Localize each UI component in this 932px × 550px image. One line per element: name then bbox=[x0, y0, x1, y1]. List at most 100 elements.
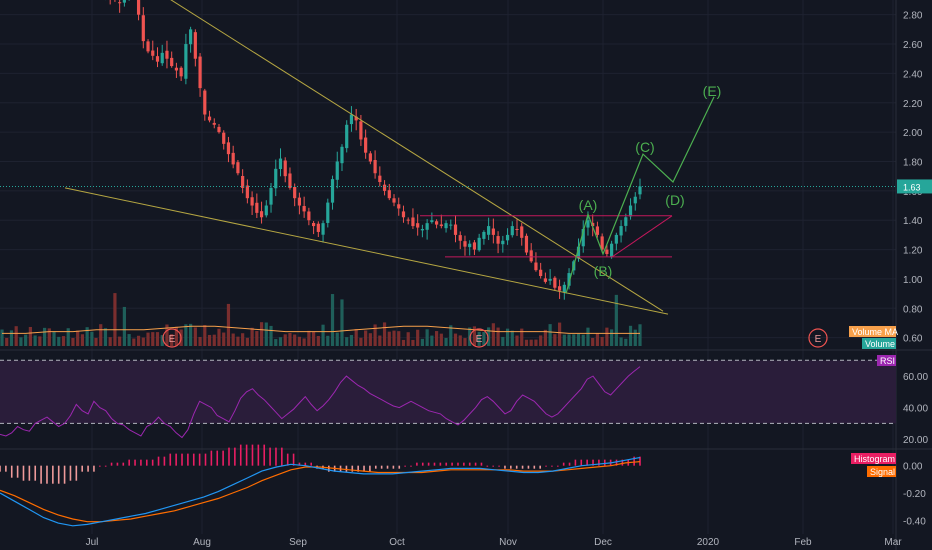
volume-bar-pre bbox=[80, 334, 85, 346]
volume-bar-83 bbox=[487, 327, 491, 346]
candle-body-41 bbox=[288, 173, 292, 188]
histogram-bar-14 bbox=[81, 465, 84, 472]
candle-body-73 bbox=[439, 224, 443, 227]
histogram-bar-38 bbox=[222, 450, 224, 466]
candle-body-21 bbox=[193, 32, 197, 59]
candle-body-110 bbox=[614, 234, 618, 244]
candle-body-36 bbox=[264, 205, 268, 216]
volume-bar-pre bbox=[47, 328, 51, 346]
volume-bar-pre bbox=[33, 335, 37, 346]
candle-body-100 bbox=[567, 273, 571, 286]
candle-body-44 bbox=[302, 206, 306, 212]
candle-body-38 bbox=[274, 168, 278, 189]
candle-body-56 bbox=[359, 121, 363, 140]
candle-body-89 bbox=[515, 228, 519, 230]
candle-body-34 bbox=[255, 202, 259, 213]
volume-bar-81 bbox=[477, 331, 481, 346]
volume-bar-105 bbox=[591, 337, 595, 346]
volume-bar-115 bbox=[638, 324, 642, 346]
histogram-bar-60 bbox=[351, 465, 354, 472]
volume-bar-24 bbox=[207, 334, 212, 346]
volume-bar-4 bbox=[113, 293, 117, 346]
rsi-badge bbox=[877, 355, 896, 366]
candle-body-16 bbox=[170, 57, 174, 67]
candle-body-13 bbox=[155, 56, 160, 62]
volume-bar-82 bbox=[482, 332, 486, 346]
candle-body-97 bbox=[553, 277, 557, 288]
volume-bar-75 bbox=[449, 325, 453, 346]
histogram-bar-94 bbox=[551, 465, 553, 467]
candle-body-30 bbox=[236, 162, 240, 174]
last-price-badge bbox=[897, 179, 932, 194]
volume-bar-114 bbox=[633, 329, 637, 346]
candle-body-33 bbox=[250, 197, 254, 206]
volume-bar-111 bbox=[619, 337, 623, 346]
histogram-bar-19 bbox=[110, 462, 113, 466]
volume-bar-37 bbox=[269, 325, 273, 346]
volume-bar-59 bbox=[373, 324, 377, 346]
candle-body-62 bbox=[387, 190, 391, 199]
histogram-bar-10 bbox=[57, 465, 60, 484]
histogram-bar-7 bbox=[40, 465, 42, 484]
volume-bar-29 bbox=[231, 333, 235, 346]
histogram-bar-13 bbox=[75, 465, 78, 481]
histogram-bar-70 bbox=[410, 465, 412, 467]
histogram-bar-9 bbox=[52, 465, 54, 484]
candle-body-5 bbox=[118, 2, 122, 4]
histogram-bar-27 bbox=[157, 456, 160, 466]
histogram-bar-1 bbox=[5, 465, 7, 472]
volume-bar-104 bbox=[586, 327, 590, 346]
volume-bar-91 bbox=[524, 339, 529, 346]
volume-bar-pre bbox=[76, 330, 80, 346]
volume-bar-51 bbox=[335, 332, 339, 346]
volume-bar-71 bbox=[430, 335, 434, 346]
volume-bar-85 bbox=[496, 327, 500, 346]
volume-bar-86 bbox=[501, 336, 505, 346]
histogram-bar-6 bbox=[34, 465, 37, 481]
volume-bar-68 bbox=[416, 329, 420, 346]
histogram-bar-35 bbox=[204, 453, 207, 466]
volume-bar-6 bbox=[122, 306, 126, 346]
volume-bar-53 bbox=[345, 337, 349, 346]
volume-bar-98 bbox=[557, 322, 562, 346]
rsi-tick-0: 60.00 bbox=[903, 372, 928, 383]
volume-bar-70 bbox=[425, 329, 429, 346]
histogram-bar-89 bbox=[521, 465, 524, 469]
histogram-bar-81 bbox=[474, 462, 477, 466]
candle-body-37 bbox=[269, 187, 273, 205]
candle-body-68 bbox=[416, 223, 420, 228]
volume-bar-0 bbox=[94, 337, 98, 346]
volume-bar-pre bbox=[71, 337, 75, 346]
candle-body-48 bbox=[321, 223, 325, 235]
volume-bar-14 bbox=[160, 335, 164, 346]
candle-body-92 bbox=[529, 250, 533, 262]
volume-bar-pre bbox=[19, 337, 23, 346]
candle-body-65 bbox=[401, 211, 406, 218]
price-tick-8: 1.20 bbox=[903, 246, 923, 257]
candle-body-80 bbox=[472, 242, 477, 250]
candle-body-50 bbox=[330, 179, 335, 203]
histogram-bar-43 bbox=[251, 444, 254, 466]
volume-bar-33 bbox=[250, 327, 254, 346]
histogram-bar-76 bbox=[445, 462, 448, 466]
histogram-bar-87 bbox=[510, 465, 512, 469]
histogram-bar-71 bbox=[416, 462, 418, 466]
histogram-bar-62 bbox=[363, 465, 365, 472]
volume-bar-80 bbox=[472, 326, 477, 346]
histogram-bar-65 bbox=[380, 465, 383, 469]
histogram-bar-4 bbox=[22, 465, 25, 481]
histogram-bar-69 bbox=[404, 465, 406, 467]
candle-body-55 bbox=[354, 116, 358, 121]
price-tick-10: 0.80 bbox=[903, 304, 923, 315]
histogram-bar-50 bbox=[292, 453, 295, 466]
time-tick-0: Jul bbox=[86, 537, 99, 548]
price-tick-4: 2.00 bbox=[903, 128, 923, 139]
candle-body-95 bbox=[543, 278, 547, 282]
candle-body-35 bbox=[259, 211, 264, 218]
candle-body-86 bbox=[501, 240, 505, 245]
volume-bar-69 bbox=[420, 338, 424, 346]
elliott-wave-path bbox=[565, 96, 715, 294]
candle-body-24 bbox=[207, 116, 212, 121]
volume-bar-54 bbox=[349, 335, 354, 346]
